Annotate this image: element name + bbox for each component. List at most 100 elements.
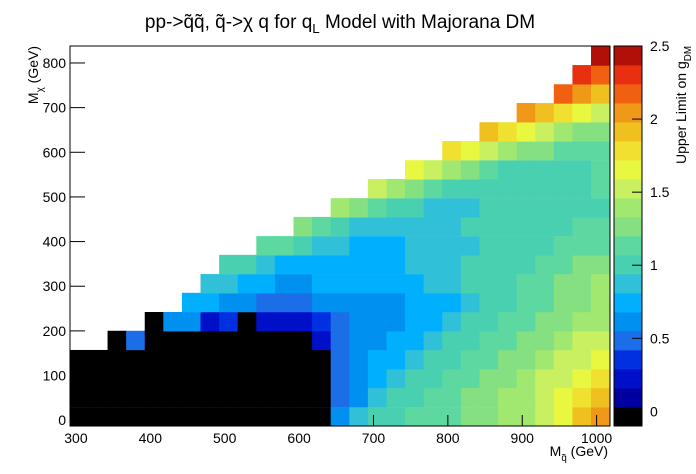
heatmap-cell [423,387,443,408]
heatmap-cell [367,254,387,275]
heatmap-cell [330,330,350,351]
heatmap-cell [535,140,555,161]
heatmap-cell [349,330,369,351]
colorbar-band [614,350,642,370]
heatmap-cell [219,292,239,313]
heatmap-cell [200,274,220,294]
heatmap-cell [423,216,443,237]
heatmap-cell [405,349,425,370]
heatmap-cell [572,292,592,313]
heatmap-cell [330,312,350,332]
heatmap-cell [219,407,239,427]
heatmap-cell [423,312,443,332]
heatmap-cell [367,368,387,389]
colorbar-band [614,312,642,332]
heatmap-cell [591,407,611,427]
heatmap-cell [367,387,387,408]
colorbar-tick-label: 0 [650,403,658,419]
heatmap-cell [591,216,611,237]
colorbar-band [614,407,642,427]
colorbar-band [614,84,642,104]
heatmap-cell [312,407,332,427]
heatmap-cell [256,387,276,408]
heatmap-cell [591,198,611,218]
heatmap-cell [219,387,239,408]
heatmap-cell [516,349,536,370]
heatmap-cell [274,368,294,389]
heatmap-cell [516,140,536,161]
heatmap-cell [553,140,573,161]
heatmap-cell [572,198,592,218]
heatmap-cell [423,274,443,294]
heatmap-cell [479,330,499,351]
y-axis-label: Mχ (GeV) [25,46,46,104]
heatmap-cell [535,254,555,275]
heatmap-cell [516,330,536,351]
heatmap-cell [553,236,573,256]
heatmap-cell [591,292,611,313]
heatmap-cell [274,312,294,332]
heatmap-cell [330,274,350,294]
heatmap-cell [126,387,146,408]
heatmap-cell [591,160,611,180]
heatmap-cell [498,407,518,427]
heatmap-cell [88,407,108,427]
heatmap-cell [479,274,499,294]
heatmap-cell [572,140,592,161]
heatmap-cell [460,216,480,237]
heatmap-cell [553,84,573,104]
heatmap-cell [181,292,201,313]
x-tick-label: 600 [287,430,311,446]
heatmap-cell [442,330,462,351]
heatmap-cell [535,198,555,218]
heatmap-cell [181,407,201,427]
heatmap-cell [535,160,555,180]
y-tick-label: 100 [43,368,67,384]
colorbar-band [614,103,642,123]
heatmap-cell [442,368,462,389]
heatmap-cell [367,178,387,199]
heatmap-cell [498,122,518,142]
heatmap-cell [293,407,313,427]
heatmap-cell [423,254,443,275]
heatmap-cell [349,292,369,313]
heatmap-cell [572,407,592,427]
heatmap-cell [479,236,499,256]
heatmap-cell [349,368,369,389]
heatmap-cell [460,312,480,332]
heatmap-cell [535,103,555,123]
heatmap-cell [70,407,90,427]
colorbar-band [614,293,642,313]
heatmap-cell [367,198,387,218]
colorbar-band [614,179,642,199]
heatmap-cell [349,349,369,370]
heatmap-cell [591,330,611,351]
heatmap-cell [442,387,462,408]
heatmap-cell [479,349,499,370]
heatmap-cell [572,122,592,142]
heatmap-cell [386,349,406,370]
heatmap-cell [293,387,313,408]
heatmap-cell [572,216,592,237]
heatmap-cell [405,274,425,294]
heatmap-cell [460,274,480,294]
heatmap-cell [367,330,387,351]
subscript: q̃ [561,453,567,464]
heatmap-cell [349,236,369,256]
heatmap-cell [572,387,592,408]
heatmap-cell [200,292,220,313]
heatmap-cell [386,387,406,408]
heatmap-cell [237,312,257,332]
heatmap-cell [516,122,536,142]
colorbar-label: Upper Limit on gDM [673,46,694,164]
colorbar-band [614,369,642,389]
heatmap-cell [274,254,294,275]
heatmap-cell [274,387,294,408]
heatmap-cell [88,368,108,389]
colorbar-band [614,65,642,85]
heatmap-cell [535,292,555,313]
heatmap-cell [423,198,443,218]
x-tick-label: 700 [362,430,386,446]
heatmap-cell [553,292,573,313]
label-part: Upper Limit on g [673,61,689,164]
